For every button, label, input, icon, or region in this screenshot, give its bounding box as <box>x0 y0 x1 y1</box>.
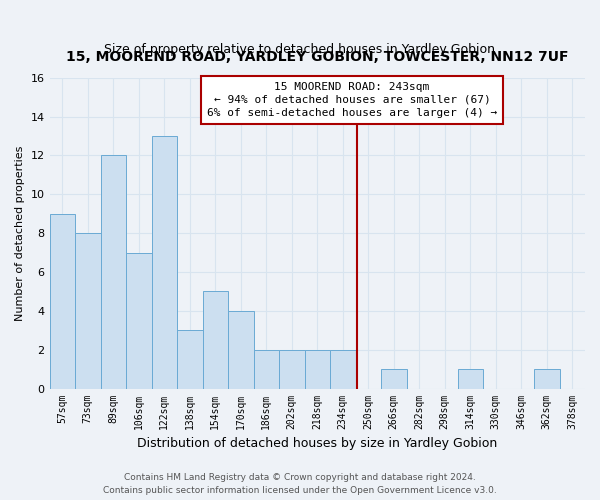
Bar <box>75 233 101 388</box>
Bar <box>381 369 407 388</box>
Bar <box>305 350 330 389</box>
Bar <box>228 311 254 388</box>
Bar <box>177 330 203 388</box>
Text: Size of property relative to detached houses in Yardley Gobion: Size of property relative to detached ho… <box>104 42 496 56</box>
Y-axis label: Number of detached properties: Number of detached properties <box>15 146 25 321</box>
Bar <box>534 369 560 388</box>
Bar <box>152 136 177 388</box>
Title: 15, MOOREND ROAD, YARDLEY GOBION, TOWCESTER, NN12 7UF: 15, MOOREND ROAD, YARDLEY GOBION, TOWCES… <box>66 50 569 64</box>
Text: 15 MOOREND ROAD: 243sqm
← 94% of detached houses are smaller (67)
6% of semi-det: 15 MOOREND ROAD: 243sqm ← 94% of detache… <box>207 82 497 118</box>
Bar <box>254 350 279 389</box>
X-axis label: Distribution of detached houses by size in Yardley Gobion: Distribution of detached houses by size … <box>137 437 497 450</box>
Bar <box>458 369 483 388</box>
Bar <box>279 350 305 389</box>
Bar <box>330 350 356 389</box>
Bar <box>203 292 228 388</box>
Text: Contains HM Land Registry data © Crown copyright and database right 2024.
Contai: Contains HM Land Registry data © Crown c… <box>103 474 497 495</box>
Bar <box>126 252 152 388</box>
Bar <box>50 214 75 388</box>
Bar <box>101 156 126 388</box>
